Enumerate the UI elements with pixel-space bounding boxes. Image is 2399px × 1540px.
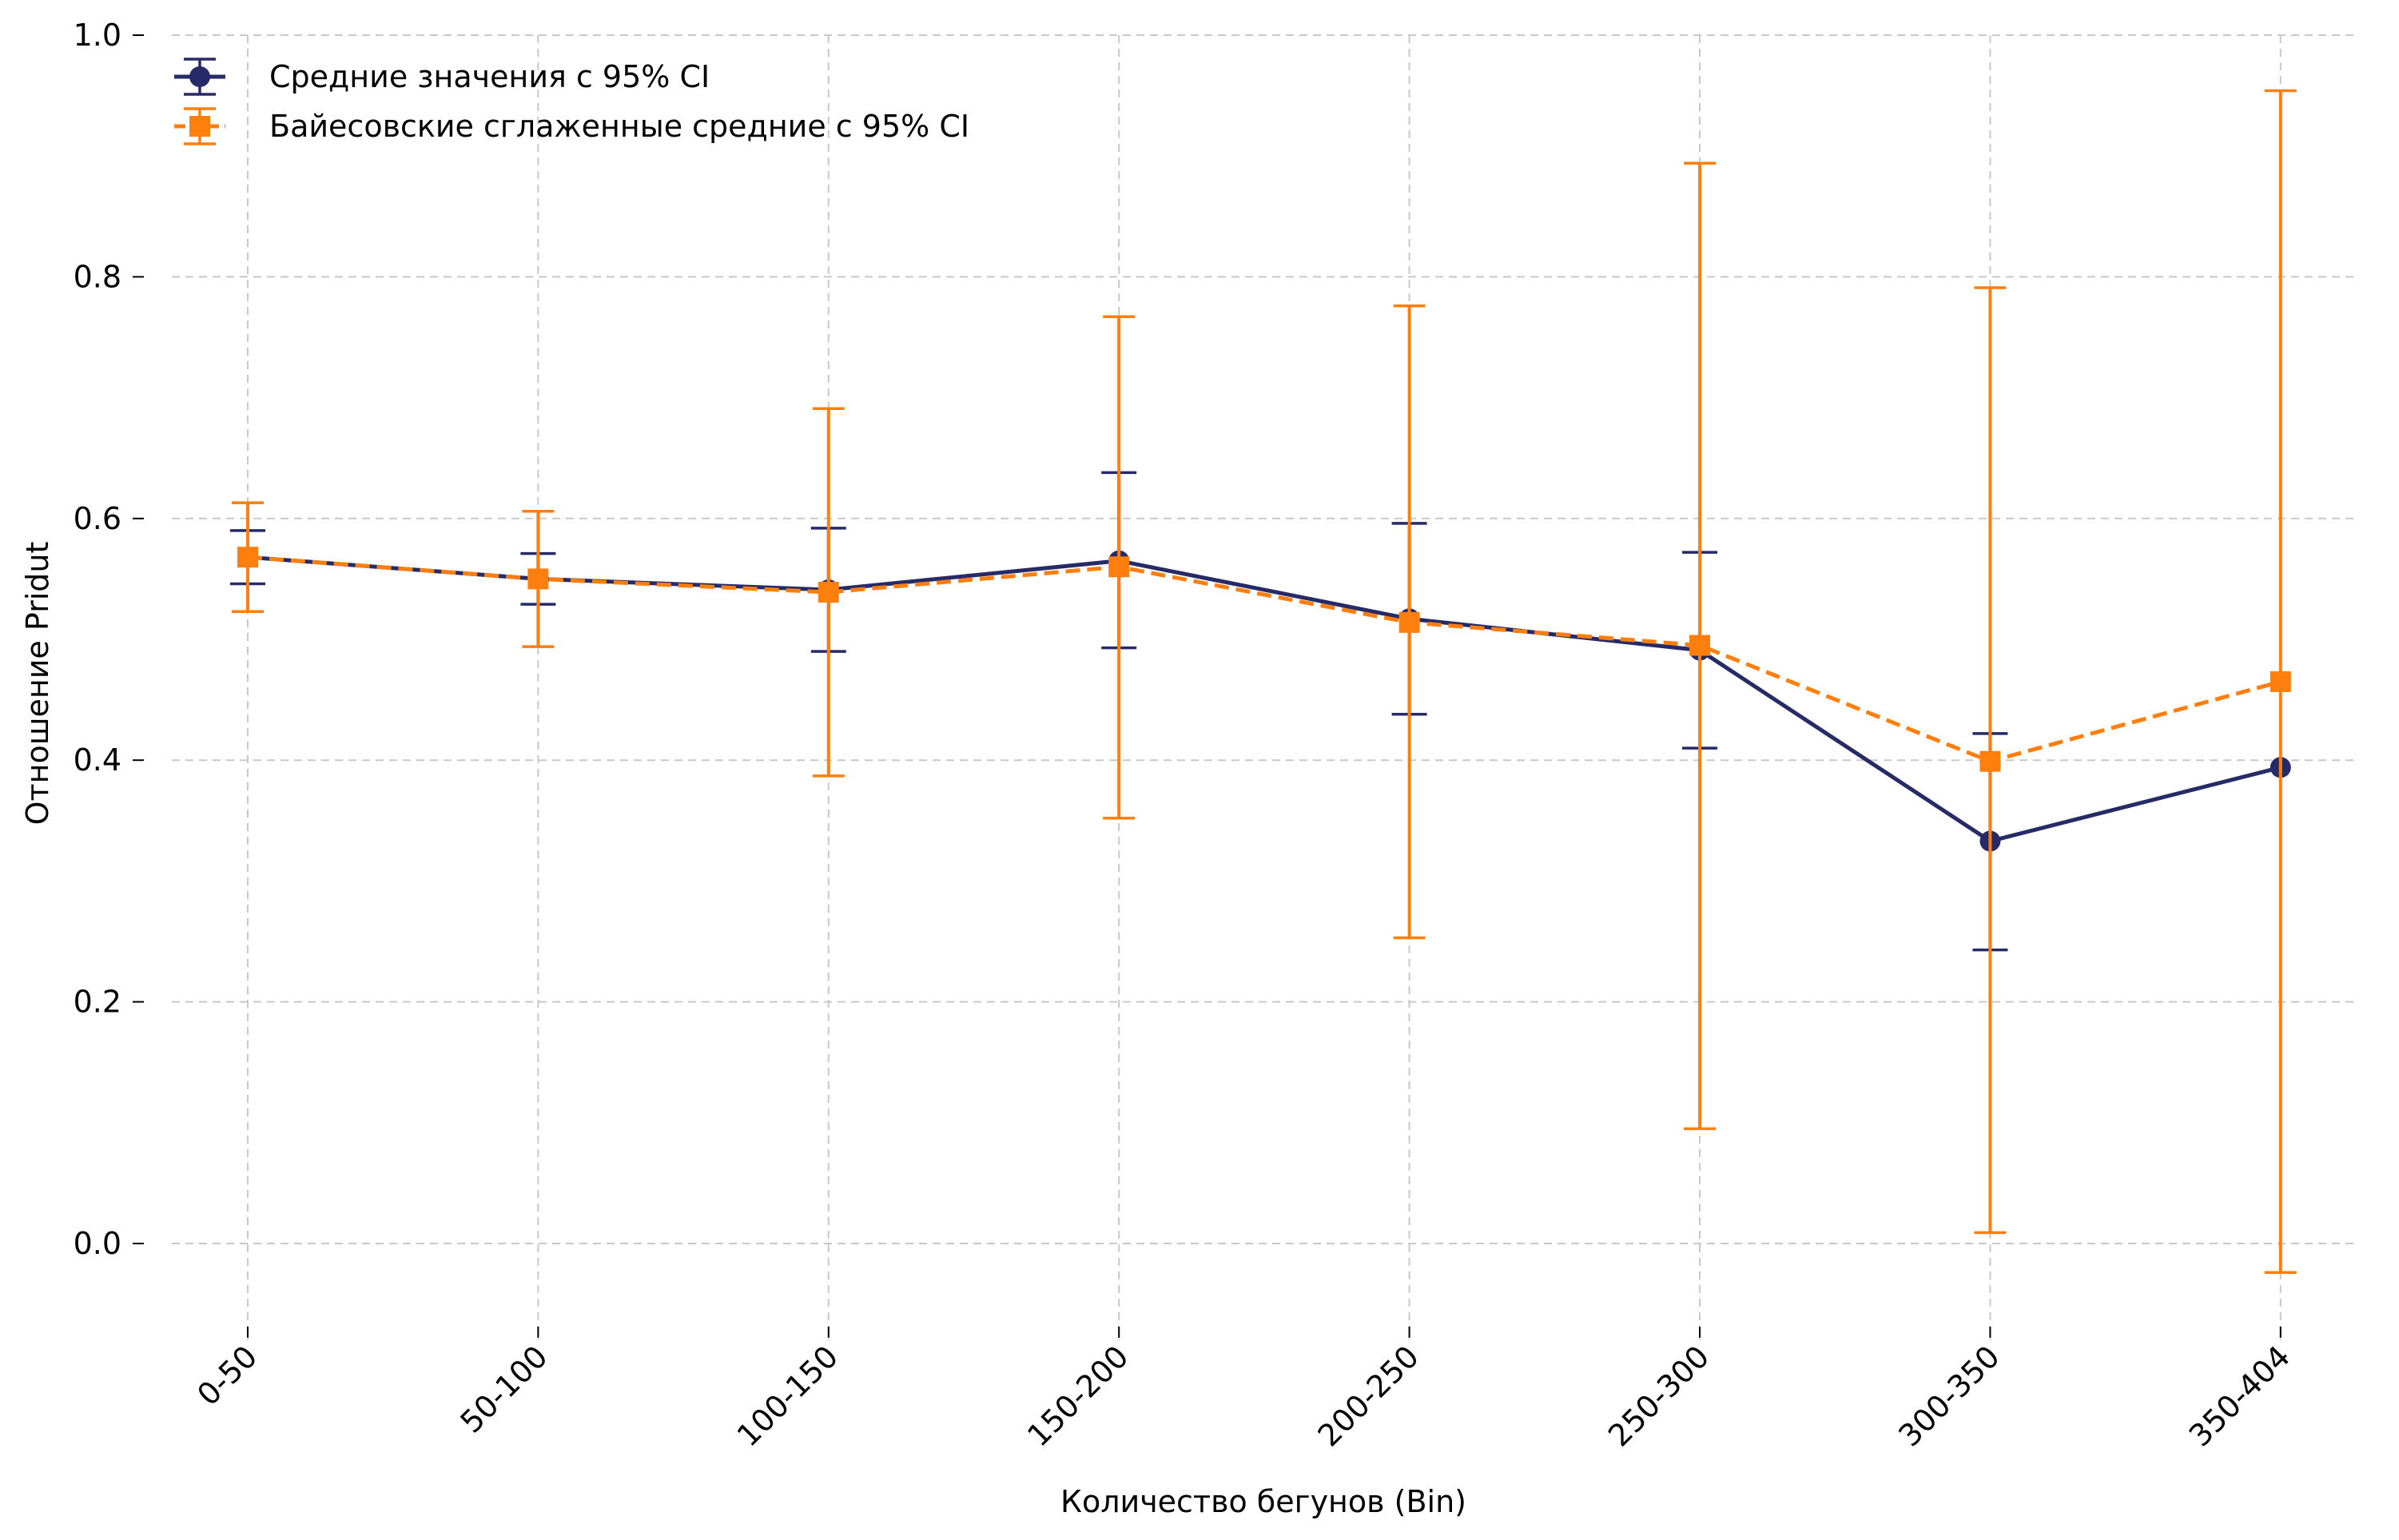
- legend-label: Средние значения с 95% CI: [269, 59, 710, 94]
- series-layer: [230, 89, 2297, 1275]
- data-point: [1108, 556, 1130, 578]
- y-tick-label: 0.8: [74, 259, 121, 294]
- x-tick-label: 50-100: [453, 1339, 554, 1439]
- data-point: [2270, 671, 2291, 692]
- data-point: [237, 547, 258, 568]
- y-tick-label: 0.4: [74, 742, 121, 778]
- legend-marker: [189, 66, 210, 87]
- series-line: [247, 555, 2282, 764]
- x-axis-title: Количество бегунов (Bin): [1060, 1484, 1466, 1519]
- legend: Средние значения с 95% CI Байесовские сгл…: [174, 58, 969, 145]
- legend-marker: [189, 116, 210, 137]
- y-tick-label: 0.2: [74, 985, 121, 1020]
- series-1: [232, 89, 2297, 1275]
- x-tick-label: 300-350: [1892, 1339, 2006, 1453]
- data-point: [1689, 635, 1710, 656]
- x-tick-label: 350-404: [2182, 1339, 2297, 1453]
- data-point: [1979, 750, 2001, 772]
- x-tick-label: 0-50: [190, 1339, 264, 1412]
- y-tick-label: 0.6: [74, 501, 121, 536]
- data-point: [527, 568, 549, 590]
- series-line: [247, 555, 2282, 844]
- y-tick-label: 0.0: [74, 1226, 121, 1261]
- data-point: [1398, 611, 1420, 633]
- x-tick-label: 150-200: [1020, 1339, 1135, 1453]
- legend-label: Байесовские сглаженные средние с 95% CI: [269, 109, 969, 144]
- y-tick-label: 1.0: [74, 18, 121, 53]
- x-tick-label: 200-250: [1311, 1339, 1426, 1453]
- x-tick-label: 100-150: [730, 1339, 845, 1453]
- data-point: [818, 582, 839, 603]
- legend-entry: Байесовские сглаженные средние с 95% CI: [174, 107, 969, 145]
- y-axis-title: Отношение Pridut: [20, 542, 55, 826]
- x-tick-label: 250-300: [1601, 1339, 1716, 1453]
- grid-layer: [172, 34, 2353, 1340]
- ticks-layer: 0.0 0.2 0.4 0.6 0.8 1.0 0-50 50-100 100-150 150-2…: [74, 18, 2298, 1454]
- legend-entry: Средние значения с 95% CI: [174, 58, 710, 96]
